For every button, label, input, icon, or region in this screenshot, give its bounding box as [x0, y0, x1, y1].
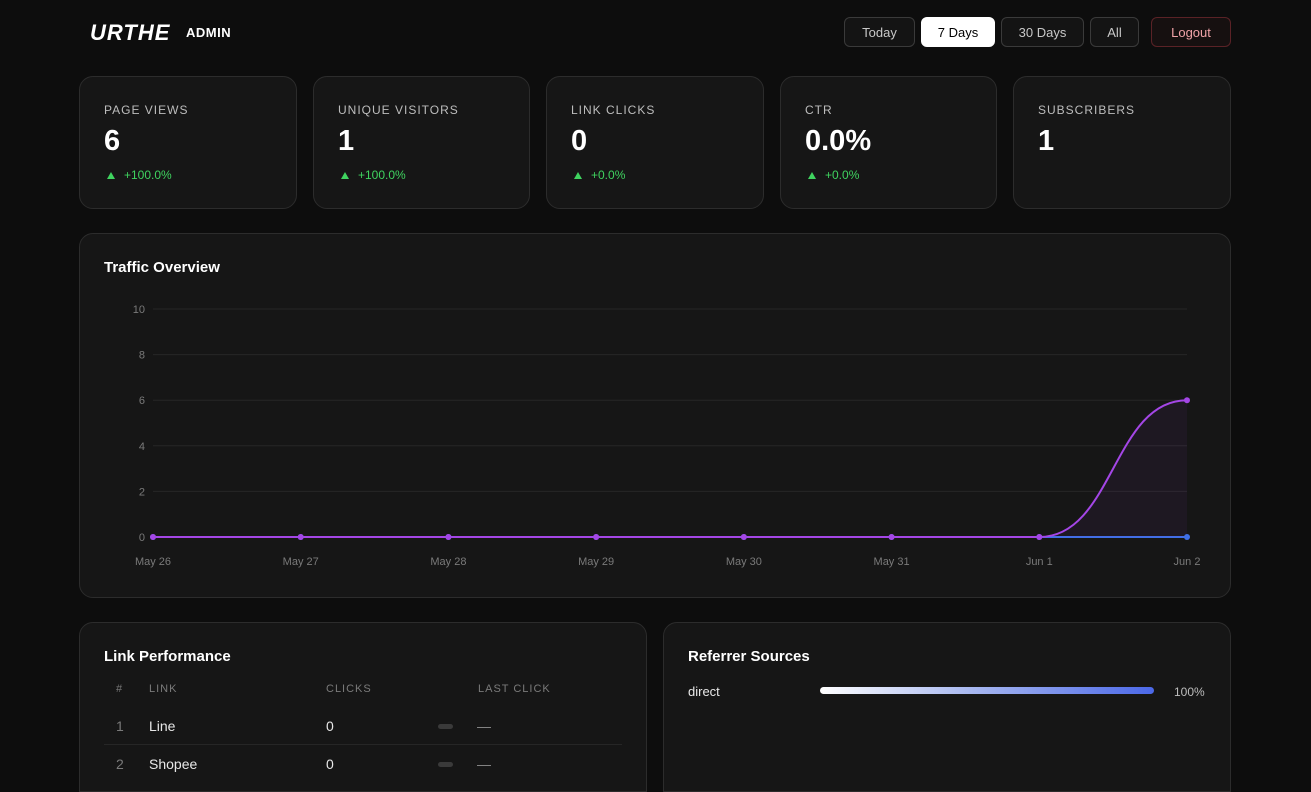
- link-performance-title: Link Performance: [104, 648, 231, 665]
- link-clicks: 0: [326, 756, 334, 772]
- link-last-click: —: [477, 756, 491, 772]
- y-tick-label: 2: [139, 486, 145, 498]
- x-tick-label: Jun 1: [1026, 556, 1053, 568]
- stat-label: UNIQUE VISITORS: [338, 103, 459, 117]
- x-tick-label: May 28: [430, 556, 466, 568]
- column-header-link: LINK: [149, 683, 178, 695]
- stat-value: 0.0%: [805, 125, 872, 157]
- trend-up-icon: [574, 171, 582, 179]
- column-header-last-click: LAST CLICK: [478, 683, 551, 695]
- stat-delta-text: +0.0%: [825, 168, 860, 182]
- range-today-button[interactable]: Today: [844, 17, 915, 47]
- link-last-click: —: [477, 718, 491, 734]
- stat-label: SUBSCRIBERS: [1038, 103, 1136, 117]
- referrer-sources-title: Referrer Sources: [688, 648, 810, 665]
- y-tick-label: 10: [133, 304, 145, 316]
- x-tick-label: May 27: [283, 556, 319, 568]
- clicks-bar: [438, 724, 453, 729]
- y-tick-label: 8: [139, 350, 145, 362]
- stat-delta-text: +100.0%: [358, 168, 406, 182]
- traffic-overview-card: Traffic Overview 0 2 4 6 8 10 May 26 May 27 May …: [79, 233, 1231, 598]
- table-row[interactable]: 1 Line 0 —: [104, 707, 622, 745]
- stat-card-ctr: CTR 0.0% +0.0%: [780, 76, 997, 209]
- trend-up-icon: [808, 171, 816, 179]
- data-point: [1184, 534, 1190, 540]
- stat-value: 1: [1038, 125, 1055, 157]
- traffic-overview-title: Traffic Overview: [104, 259, 220, 276]
- stat-card-subscribers: SUBSCRIBERS 1: [1013, 76, 1231, 209]
- stat-delta: +0.0%: [805, 168, 859, 182]
- admin-label: ADMIN: [186, 25, 232, 40]
- column-header-clicks: CLICKS: [326, 683, 372, 695]
- stat-delta: +100.0%: [338, 168, 406, 182]
- data-point: [445, 534, 452, 540]
- row-number: 2: [116, 756, 124, 772]
- referrer-share-bar: [820, 687, 1154, 694]
- x-tick-label: Jun 2: [1174, 556, 1201, 568]
- data-point: [1036, 534, 1043, 540]
- series-line: [153, 399, 1188, 538]
- row-number: 1: [116, 718, 124, 734]
- data-point: [150, 534, 156, 540]
- x-tick-label: May 26: [135, 556, 171, 568]
- data-point: [593, 534, 600, 540]
- stat-value: 6: [104, 125, 121, 157]
- range-all-button[interactable]: All: [1090, 17, 1139, 47]
- stat-delta-text: +100.0%: [124, 168, 172, 182]
- trend-up-icon: [341, 171, 349, 179]
- stat-delta: +0.0%: [571, 168, 625, 182]
- stat-value: 0: [571, 125, 588, 157]
- series-area: [153, 400, 1187, 537]
- stat-value: 1: [338, 125, 355, 157]
- range-30-days-button[interactable]: 30 Days: [1001, 17, 1084, 47]
- stat-card-unique-visitors: UNIQUE VISITORS 1 +100.0%: [313, 76, 530, 209]
- stat-label: LINK CLICKS: [571, 103, 656, 117]
- link-clicks: 0: [326, 718, 334, 734]
- logout-button[interactable]: Logout: [1151, 17, 1231, 47]
- stat-label: PAGE VIEWS: [104, 103, 189, 117]
- x-tick-label: May 29: [578, 556, 614, 568]
- stat-delta: +100.0%: [104, 168, 172, 182]
- link-performance-card: Link Performance # LINK CLICKS LAST CLIC…: [79, 622, 647, 792]
- x-tick-label: May 30: [726, 556, 762, 568]
- referrer-sources-card: Referrer Sources direct 100%: [663, 622, 1231, 792]
- stat-card-page-views: PAGE VIEWS 6 +100.0%: [79, 76, 297, 209]
- range-7-days-button[interactable]: 7 Days: [921, 17, 995, 47]
- top-bar: URTHE ADMIN Today 7 Days 30 Days All Log…: [0, 0, 1311, 66]
- y-tick-label: 0: [139, 532, 145, 544]
- clicks-bar: [438, 762, 453, 767]
- data-point: [740, 534, 747, 540]
- referrer-source-label: direct: [688, 684, 720, 699]
- brand-logo: URTHE: [90, 20, 171, 45]
- data-point: [297, 534, 304, 540]
- stat-label: CTR: [805, 103, 833, 117]
- link-name: Shopee: [149, 756, 198, 772]
- link-name: Line: [149, 718, 176, 734]
- y-tick-label: 6: [139, 395, 145, 407]
- stat-delta-text: +0.0%: [591, 168, 626, 182]
- traffic-line-chart: 0 2 4 6 8 10 May 26 May 27 May 28 May 29 May 30 May…: [133, 304, 1201, 568]
- stat-card-link-clicks: LINK CLICKS 0 +0.0%: [546, 76, 764, 209]
- data-point: [888, 534, 895, 540]
- y-tick-label: 4: [139, 441, 145, 453]
- column-header-number: #: [116, 683, 124, 695]
- referrer-percent: 100%: [1174, 685, 1205, 699]
- x-tick-label: May 31: [874, 556, 910, 568]
- trend-up-icon: [107, 171, 115, 179]
- data-point: [1184, 397, 1190, 404]
- table-row[interactable]: 2 Shopee 0 —: [104, 745, 622, 782]
